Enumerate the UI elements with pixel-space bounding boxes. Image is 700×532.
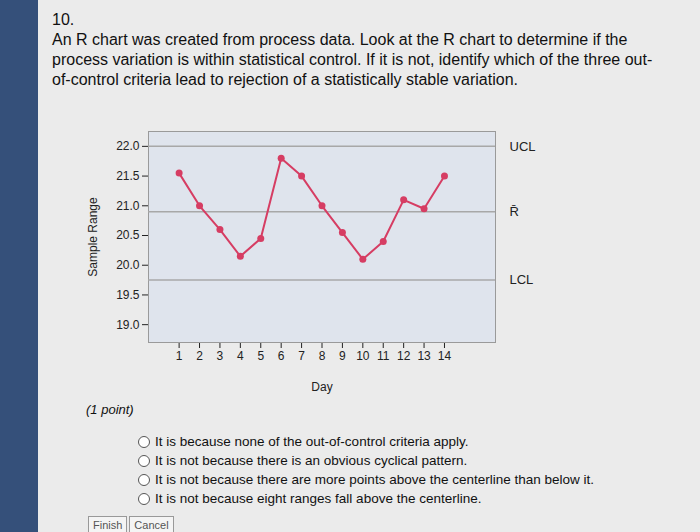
- svg-text:2: 2: [196, 349, 203, 363]
- svg-text:13: 13: [417, 349, 431, 363]
- html-text:It is not because eight ranges: It is not because eight ranges fall abov…: [155, 491, 482, 506]
- html-text:An R chart was created from pr: An R chart was created from process data…: [52, 31, 653, 88]
- svg-text:7: 7: [298, 349, 305, 363]
- svg-text:21.5: 21.5: [116, 169, 140, 183]
- html-text:Cancel: Cancel: [134, 519, 169, 531]
- html-text:10.: 10.: [52, 11, 75, 28]
- svg-text:19.5: 19.5: [116, 288, 140, 302]
- svg-text:Day: Day: [311, 380, 332, 394]
- svg-text:8: 8: [319, 349, 326, 363]
- svg-text:9: 9: [339, 349, 346, 363]
- svg-text:22.0: 22.0: [116, 139, 140, 153]
- html-text:It is not because there is an: It is not because there is an obvious cy…: [155, 453, 468, 468]
- html-text:(1 point): (1 point): [86, 402, 134, 417]
- svg-text:12: 12: [397, 349, 411, 363]
- html-text:It is not because there are mo: It is not because there are more points …: [155, 472, 594, 487]
- svg-text:Sample Range: Sample Range: [86, 197, 100, 277]
- svg-text:10: 10: [356, 349, 370, 363]
- svg-text:5: 5: [257, 349, 264, 363]
- svg-text:19.0: 19.0: [116, 318, 140, 332]
- html-text:Finish: Finish: [93, 519, 123, 531]
- svg-text:14: 14: [438, 349, 452, 363]
- html-text:It is because none of the out-: It is because none of the out-of-control…: [155, 434, 469, 449]
- svg-text:3: 3: [217, 349, 224, 363]
- svg-text:1: 1: [176, 349, 183, 363]
- svg-text:6: 6: [278, 349, 285, 363]
- svg-text:UCL: UCL: [510, 139, 536, 154]
- svg-text:LCL: LCL: [510, 272, 534, 287]
- svg-text:4: 4: [237, 349, 244, 363]
- svg-text:20.5: 20.5: [116, 228, 140, 242]
- svg-text:R̄: R̄: [510, 204, 519, 219]
- svg-text:20.0: 20.0: [116, 258, 140, 272]
- svg-text:21.0: 21.0: [116, 199, 140, 213]
- svg-text:11: 11: [377, 349, 390, 363]
